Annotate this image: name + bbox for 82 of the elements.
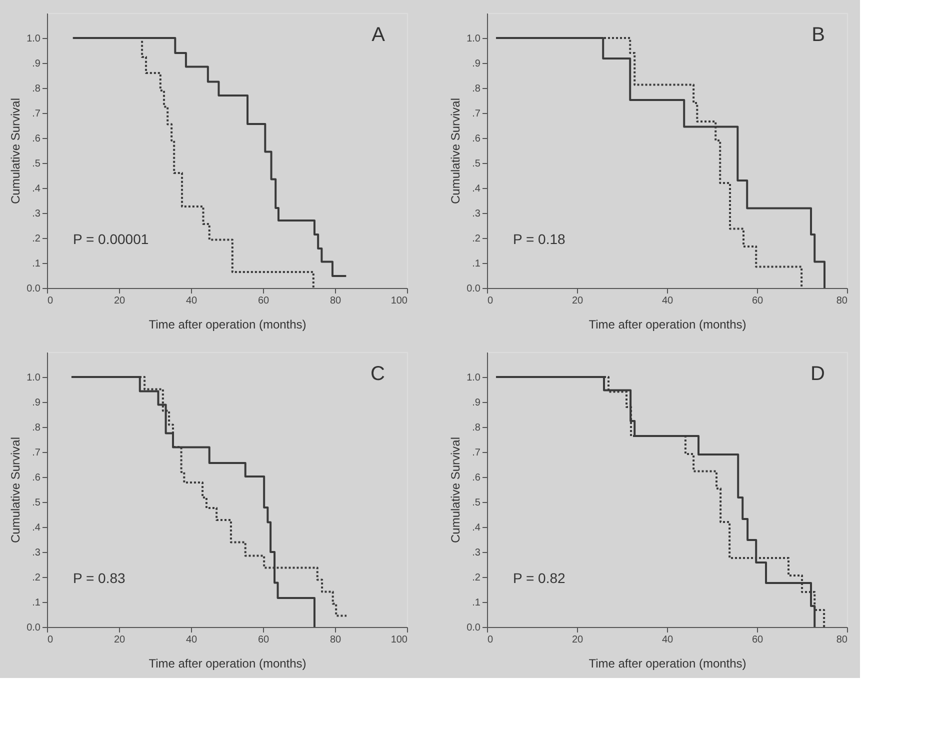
annotation: P = 0.82 (513, 570, 566, 586)
y-tick-label: .2 (472, 234, 481, 244)
annotation: D (810, 363, 825, 385)
x-tick-label: 80 (330, 296, 342, 306)
y-tick-label: .5 (32, 158, 41, 170)
y-tick-label: 0.0 (26, 622, 41, 634)
y-tick-label: .4 (472, 522, 481, 534)
annotation: C (370, 363, 385, 385)
x-tick-label: 20 (572, 634, 584, 646)
y-tick-label: .1 (32, 258, 41, 270)
y-tick-label: 1.0 (466, 372, 481, 384)
y-tick-label: .6 (32, 134, 41, 144)
y-axis-title: Cumulative Survival (448, 98, 463, 204)
x-tick-label: 40 (186, 296, 198, 306)
annotation: A (372, 24, 386, 46)
y-tick-label: .5 (472, 498, 481, 508)
x-tick-label: 40 (662, 634, 674, 646)
x-tick-label: 60 (258, 296, 270, 306)
y-tick-label: .7 (472, 108, 481, 120)
x-tick-label: 0 (488, 634, 494, 646)
y-axis-title: Cumulative Survival (448, 436, 463, 544)
y-tick-label: .7 (32, 448, 41, 458)
y-tick-label: .9 (472, 398, 481, 408)
y-tick-label: .7 (32, 108, 41, 120)
x-tick-label: 0 (488, 296, 494, 306)
x-tick-label: 100 (390, 296, 408, 306)
y-tick-label: .9 (472, 58, 481, 70)
y-tick-label: .3 (32, 208, 41, 220)
y-tick-label: .8 (32, 422, 41, 434)
y-tick-label: .9 (32, 398, 41, 408)
y-tick-label: .8 (472, 422, 481, 434)
x-tick-label: 80 (330, 634, 342, 646)
y-axis-title: Cumulative Survival (8, 436, 23, 544)
x-tick-label: 80 (836, 634, 848, 646)
x-tick-label: 100 (390, 634, 408, 646)
y-axis-title: Cumulative Survival (8, 98, 23, 204)
y-tick-label: 1.0 (26, 372, 41, 384)
y-tick-label: 0.0 (466, 622, 481, 634)
x-tick-label: 60 (258, 634, 270, 646)
y-tick-label: .6 (472, 134, 481, 144)
x-axis-title: Time after operation (months) (148, 318, 306, 332)
annotation: P = 0.00001 (73, 231, 149, 247)
y-tick-label: .4 (32, 522, 41, 534)
y-tick-label: .3 (472, 208, 481, 220)
x-tick-label: 40 (662, 296, 674, 306)
x-tick-label: 20 (572, 296, 584, 306)
y-tick-label: .5 (472, 158, 481, 170)
x-tick-label: 60 (752, 296, 764, 306)
y-tick-label: 1.0 (26, 34, 41, 44)
x-tick-label: 60 (752, 634, 764, 646)
y-tick-label: 0.0 (26, 284, 41, 294)
y-tick-label: .3 (472, 548, 481, 558)
x-tick-label: 80 (836, 296, 848, 306)
annotation: B (812, 24, 825, 46)
y-tick-label: .4 (32, 184, 41, 194)
y-tick-label: .5 (32, 498, 41, 508)
y-tick-label: 0.0 (466, 284, 481, 294)
y-tick-label: .1 (472, 598, 481, 608)
x-axis-title: Time after operation (months) (148, 656, 306, 670)
y-tick-label: .6 (472, 472, 481, 484)
y-tick-label: .2 (32, 234, 41, 244)
y-tick-label: .7 (472, 448, 481, 458)
annotation: P = 0.83 (73, 570, 126, 586)
y-tick-label: .3 (32, 548, 41, 558)
y-tick-label: .6 (32, 472, 41, 484)
y-tick-label: .2 (472, 572, 481, 584)
x-tick-label: 20 (114, 296, 126, 306)
y-tick-label: .1 (472, 258, 481, 270)
x-axis-title: Time after operation (months) (588, 656, 746, 670)
annotation: P = 0.18 (513, 231, 566, 247)
x-tick-label: 40 (186, 634, 198, 646)
y-tick-label: 1.0 (466, 34, 481, 44)
x-tick-label: 20 (114, 634, 126, 646)
y-tick-label: .4 (472, 184, 481, 194)
y-tick-label: .8 (32, 84, 41, 94)
x-tick-label: 0 (48, 634, 54, 646)
y-tick-label: .2 (32, 572, 41, 584)
y-tick-label: .9 (32, 58, 41, 70)
x-axis-title: Time after operation (months) (588, 318, 746, 332)
x-tick-label: 0 (48, 296, 54, 306)
y-tick-label: .1 (32, 598, 41, 608)
y-tick-label: .8 (472, 84, 481, 94)
